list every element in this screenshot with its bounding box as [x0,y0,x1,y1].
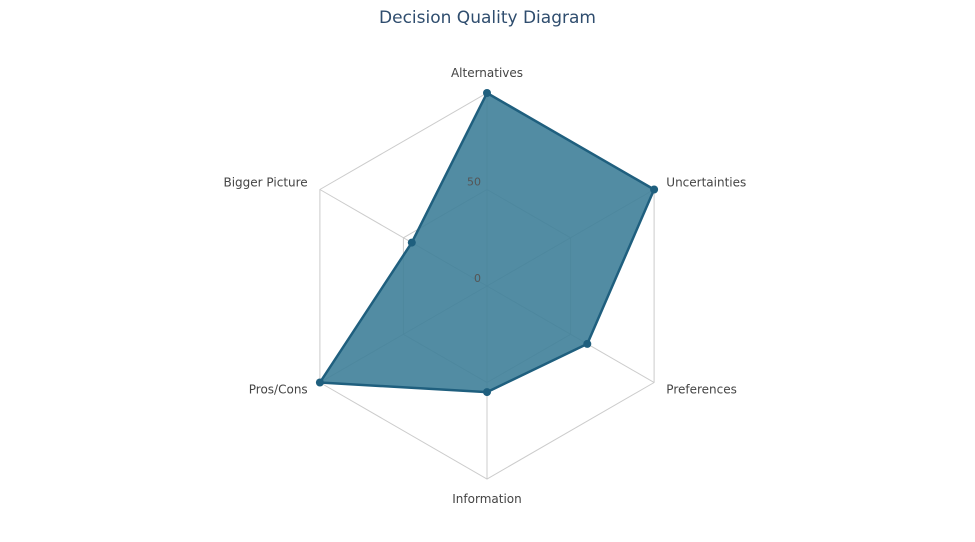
data-point-preferences [583,339,592,348]
data-point-bigger-picture [407,238,416,247]
data-point-information [483,388,491,397]
tick-label-50: 50 [467,176,481,189]
axis-label-alternatives: Alternatives [451,66,523,80]
radar-series-layer [315,89,659,397]
chart-title: Decision Quality Diagram [379,8,596,28]
axis-label-preferences: Preferences [666,383,737,397]
data-point-uncertainties [650,185,659,194]
tick-label-0: 0 [474,272,481,285]
axis-label-uncertainties: Uncertainties [666,176,746,190]
data-point-pros-cons [315,378,324,387]
axis-label-bigger-picture: Bigger Picture [223,176,307,190]
axis-label-information: Information [452,492,521,506]
data-point-alternatives [483,89,491,97]
series-area-1 [318,91,656,394]
axis-label-pros-cons: Pros/Cons [249,383,308,397]
radar-labels: 0 50 Alternatives Uncertainties Preferences I… [223,66,746,506]
